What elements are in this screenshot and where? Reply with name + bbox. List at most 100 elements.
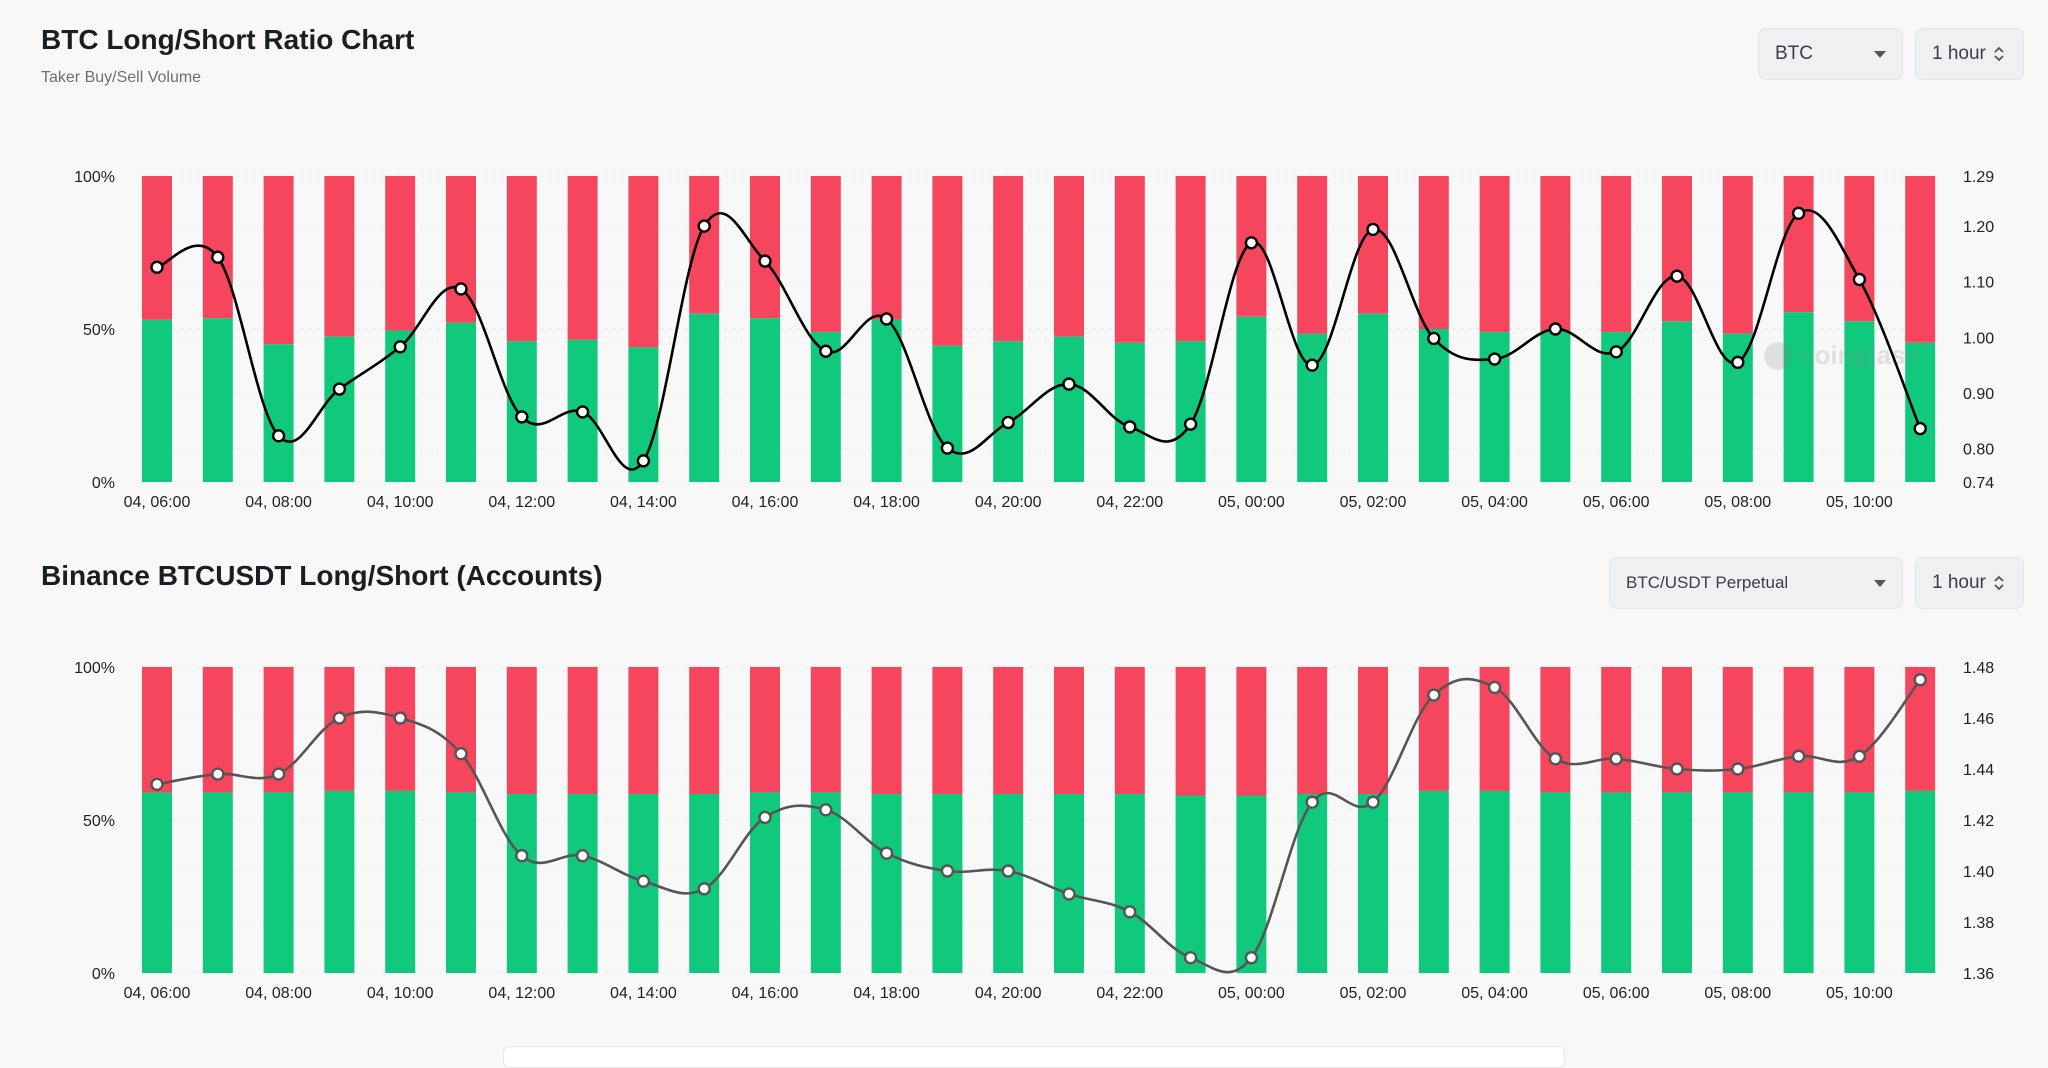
short-bar [1114, 176, 1145, 343]
short-bar [1175, 176, 1206, 342]
long-bar [1905, 342, 1936, 482]
short-bar [1601, 667, 1632, 793]
short-bar [1905, 176, 1936, 343]
y-right-tick-label: 1.29 [1963, 169, 1994, 186]
short-bar [1175, 667, 1206, 796]
short-bar [506, 176, 537, 342]
ratio-point [879, 312, 894, 326]
x-tick-label: 05, 06:00 [1583, 985, 1650, 1002]
long-bar [324, 336, 355, 482]
coin-select[interactable]: BTC [1758, 28, 1903, 80]
ratio-point [271, 429, 286, 443]
x-tick-label: 05, 08:00 [1704, 494, 1771, 511]
x-tick-label: 04, 06:00 [124, 985, 191, 1002]
y-left-tick-label: 0% [92, 966, 115, 983]
ratio-point [1244, 951, 1259, 965]
ratio-point [332, 711, 347, 725]
pair-select-value: BTC/USDT Perpetual [1626, 573, 1789, 592]
ratio-point [575, 405, 590, 419]
short-bar [142, 667, 172, 793]
ratio-point [1852, 272, 1867, 287]
ratio-point [1791, 206, 1806, 220]
y-left-tick-label: 50% [83, 322, 115, 339]
short-bar [810, 667, 841, 793]
ratio-point [1123, 420, 1137, 434]
short-bar [689, 667, 720, 794]
long-bar [1236, 795, 1267, 973]
short-bar [750, 667, 780, 793]
y-right-tick-label: 0.74 [1963, 475, 1994, 492]
ratio-point [1791, 749, 1806, 763]
ratio-point [1123, 905, 1137, 919]
ratio-point [1366, 795, 1380, 809]
long-bar [1479, 790, 1510, 973]
ratio-point [1670, 269, 1684, 283]
long-bar [1054, 336, 1084, 482]
y-right-tick-label: 1.36 [1963, 966, 1994, 983]
ratio-point [211, 250, 225, 264]
x-tick-label: 04, 10:00 [367, 985, 434, 1002]
x-tick-label: 04, 18:00 [853, 985, 920, 1002]
interval-select-2[interactable]: 1 hour [1915, 557, 2024, 609]
ratio-point [393, 340, 407, 354]
x-tick-label: 04, 08:00 [245, 985, 312, 1002]
long-bar [1418, 329, 1449, 482]
ratio-point [332, 382, 347, 396]
ratio-point [1913, 673, 1927, 687]
y-right-tick-label: 1.38 [1963, 915, 1994, 932]
short-bar [1479, 176, 1510, 333]
y-right-tick-label: 0.90 [1963, 386, 1994, 403]
x-tick-label: 04, 10:00 [367, 494, 434, 511]
x-tick-label: 04, 12:00 [488, 494, 555, 511]
long-bar [1114, 342, 1145, 482]
short-bar [1054, 667, 1084, 794]
y-left-tick-label: 50% [83, 813, 115, 830]
interval-select-value: 1 hour [1932, 43, 1986, 64]
long-bar [1540, 792, 1571, 973]
short-bar [1844, 667, 1875, 793]
short-bar [506, 667, 537, 794]
ratio-point [575, 849, 590, 863]
ratio-point [1731, 355, 1745, 370]
long-bar [263, 792, 294, 973]
coin-select-value: BTC [1775, 43, 1813, 64]
long-short-ratio-chart: 0% 50% 100% 0.74 0.80 0.90 1.00 1.10 1.20 1.29 04,… [74, 169, 1994, 511]
long-bar [142, 792, 172, 973]
short-bar [1054, 176, 1084, 337]
ratio-point [211, 767, 225, 781]
ratio-point [1244, 236, 1259, 250]
short-bar [385, 176, 416, 331]
x-tick-label: 05, 04:00 [1461, 494, 1528, 511]
ratio-point [819, 344, 833, 358]
long-bar [1783, 792, 1814, 973]
y-right-tick-label: 1.20 [1963, 219, 1994, 236]
x-tick-label: 04, 18:00 [853, 494, 920, 511]
long-bar [1358, 313, 1388, 482]
short-bar [932, 667, 963, 794]
pair-select[interactable]: BTC/USDT Perpetual [1609, 557, 1903, 609]
long-bar [446, 322, 476, 482]
interval-select[interactable]: 1 hour [1915, 28, 2024, 80]
long-bar [993, 341, 1024, 482]
long-bar [1844, 321, 1875, 482]
short-bar [263, 176, 294, 345]
y-right-tick-label: 0.80 [1963, 442, 1994, 459]
ratio-point [1731, 762, 1745, 776]
short-bar [1783, 667, 1814, 793]
ratio-point [515, 410, 529, 424]
chevron-down-icon [1874, 579, 1886, 587]
long-bar [1722, 792, 1753, 973]
x-tick-label: 05, 00:00 [1218, 494, 1285, 511]
long-bar [810, 792, 841, 973]
x-tick-label: 05, 04:00 [1461, 985, 1528, 1002]
ratio-point [758, 254, 772, 268]
ratio-point [1609, 752, 1623, 766]
short-bar [871, 667, 902, 794]
ratio-point [1548, 322, 1563, 336]
long-bar [1418, 790, 1449, 973]
x-tick-label: 04, 16:00 [732, 494, 799, 511]
long-bar [1783, 312, 1814, 482]
ratio-point [940, 864, 955, 878]
x-tick-label: 04, 14:00 [610, 494, 677, 511]
short-bar [1236, 667, 1267, 796]
